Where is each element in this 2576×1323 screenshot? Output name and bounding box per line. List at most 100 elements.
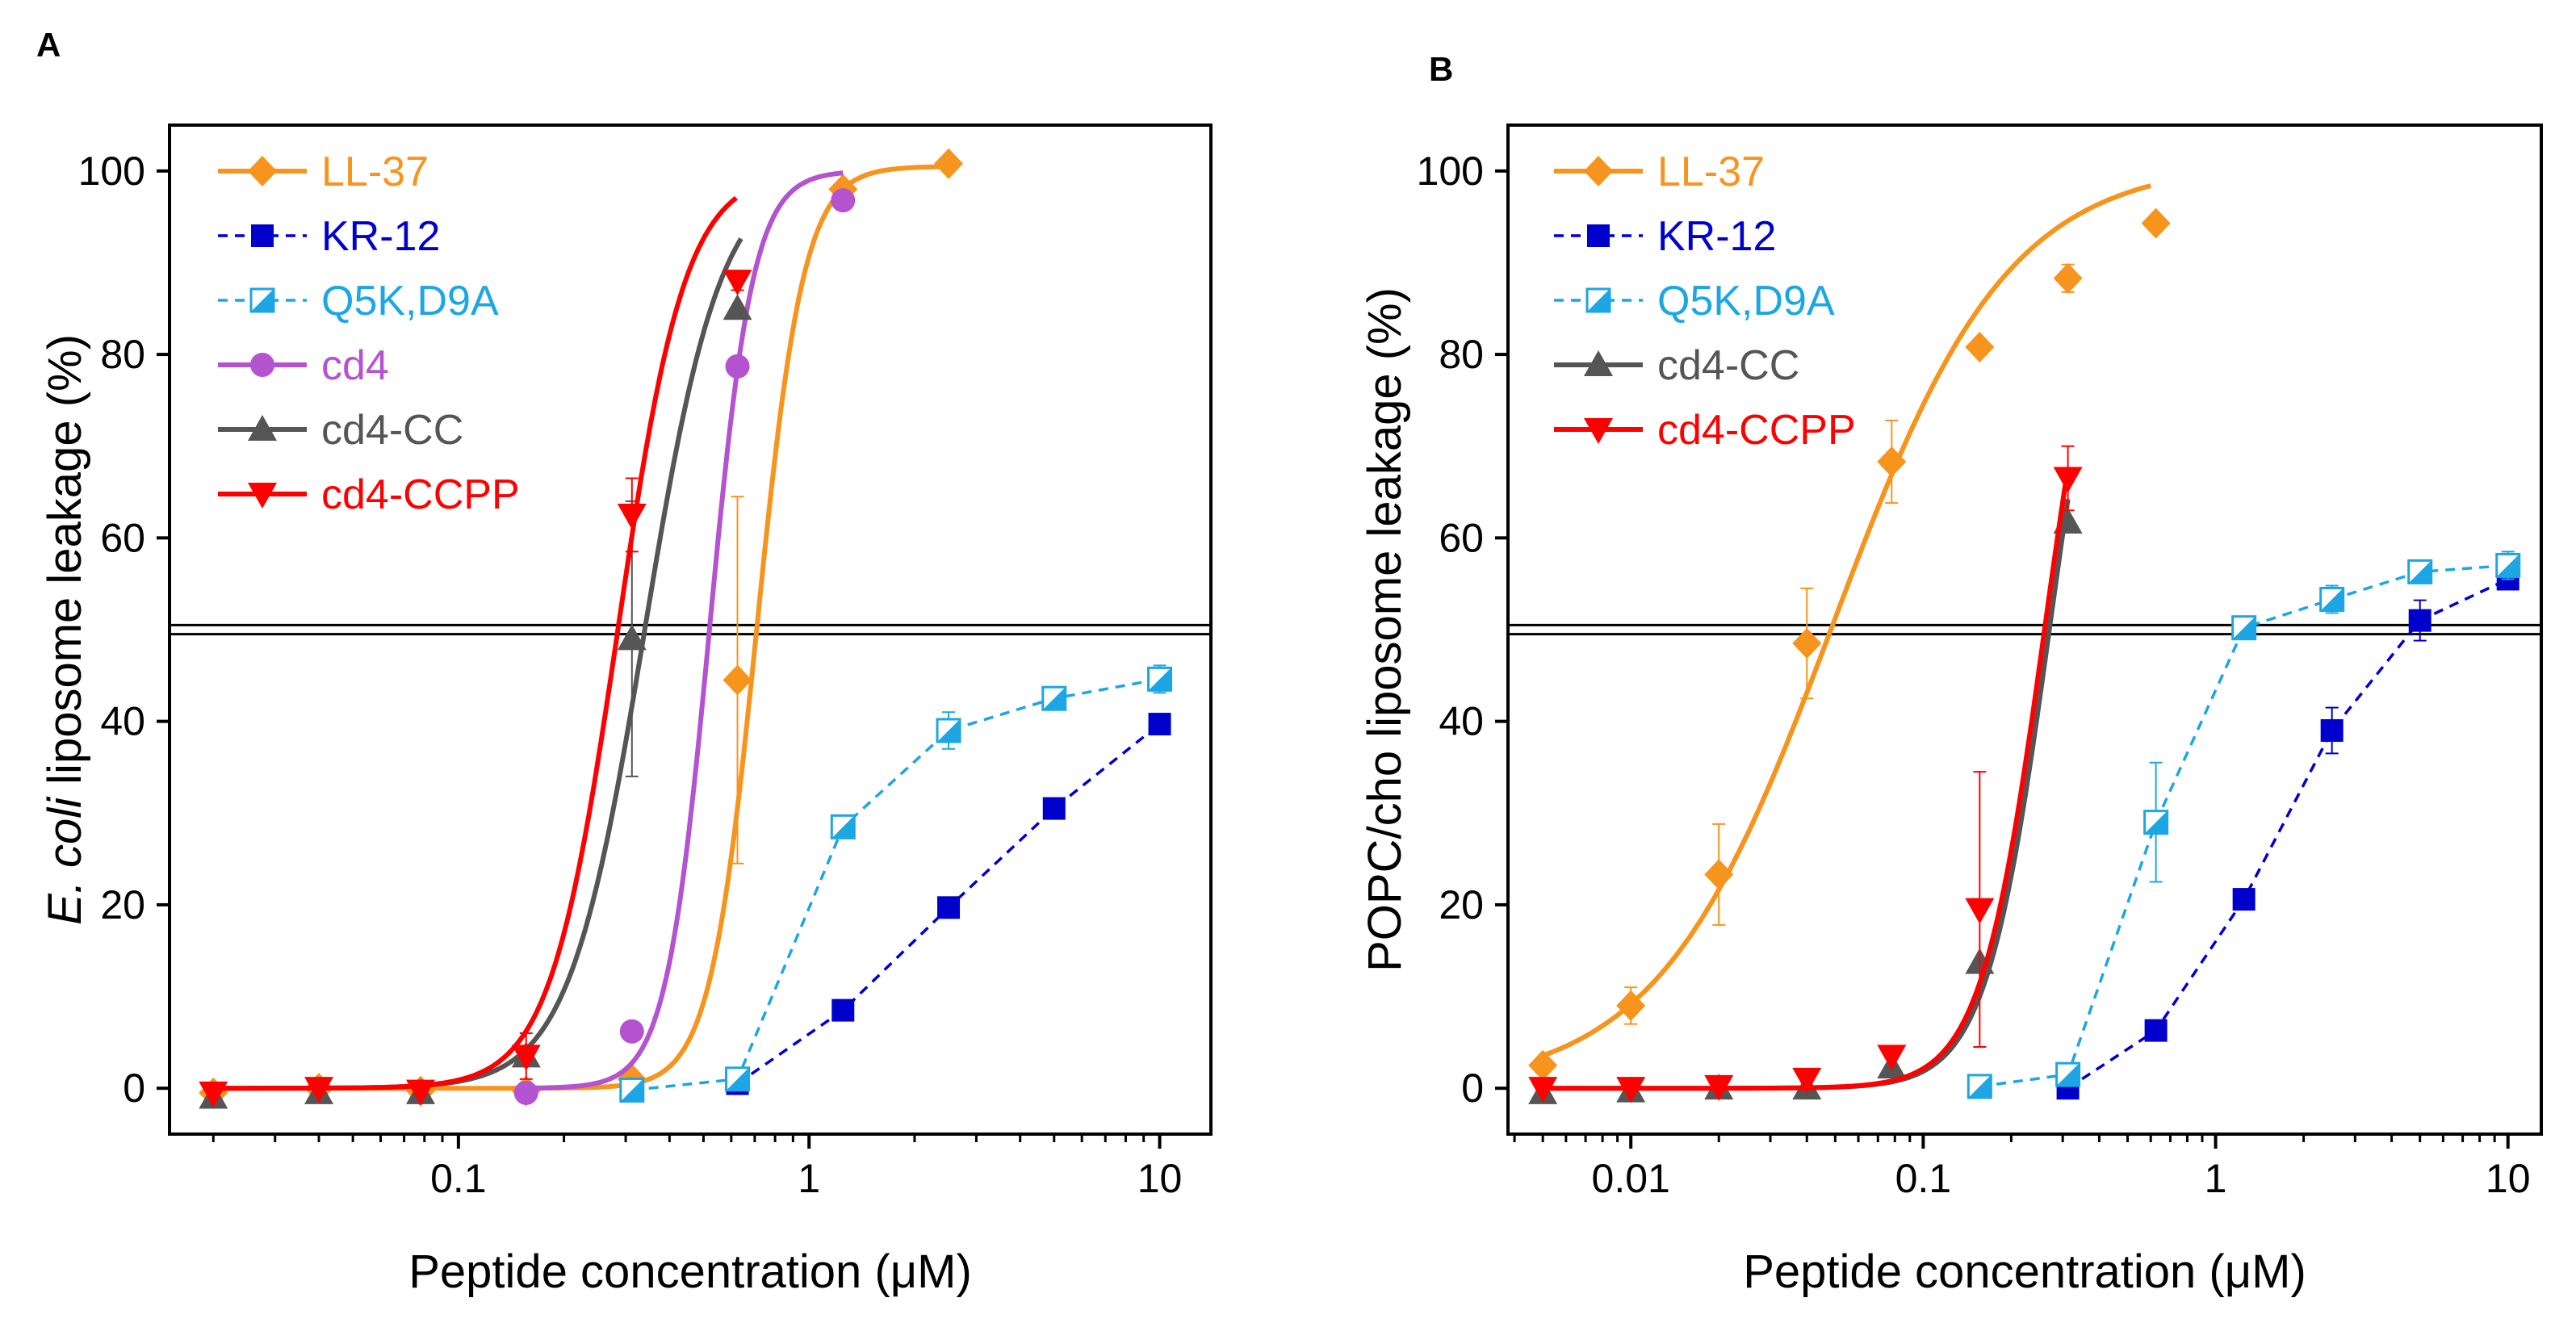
data-point xyxy=(1792,1067,1822,1094)
data-point xyxy=(831,188,856,213)
data-point xyxy=(2408,609,2431,632)
x-axis-label: Peptide concentration (μM) xyxy=(1743,1246,2306,1298)
y-tick-label: 40 xyxy=(1439,699,1484,744)
data-point-fill xyxy=(831,815,855,839)
series-cd4-ccpp xyxy=(1528,445,2083,1103)
x-tick-label: 0.01 xyxy=(1592,1156,1670,1201)
y-tick-label: 40 xyxy=(100,699,145,744)
data-point xyxy=(1792,628,1822,659)
data-point xyxy=(1965,898,1995,924)
data-point xyxy=(405,1079,435,1106)
plot-frame xyxy=(1506,124,2543,1136)
fit-curve xyxy=(1543,467,2071,1091)
legend-marker xyxy=(250,353,274,377)
y-axis-label-rest: POPC/cho liposome leakage (%) xyxy=(1359,287,1411,972)
y-tick-label: 80 xyxy=(1439,332,1484,377)
series-cd4-cc xyxy=(1528,499,2083,1104)
legend-entry: KR-12 xyxy=(1554,213,1776,260)
legend-label: cd4-CC xyxy=(321,407,463,454)
data-point xyxy=(619,1077,645,1103)
data-point xyxy=(1877,446,1907,478)
data-point xyxy=(1041,685,1067,711)
data-point xyxy=(1704,859,1734,890)
legend-label: Q5K,D9A xyxy=(321,278,499,324)
y-tick-label: 0 xyxy=(1461,1066,1484,1111)
series-q5k-d9a xyxy=(619,664,1173,1103)
data-point xyxy=(934,148,964,179)
data-point xyxy=(2143,810,2169,835)
y-tick-label: 80 xyxy=(100,332,145,377)
data-point xyxy=(937,896,961,919)
data-point xyxy=(199,1081,228,1107)
data-point xyxy=(830,814,856,839)
data-point xyxy=(831,999,855,1022)
series-q5k-d9a xyxy=(1967,551,2521,1099)
y-tick-label: 20 xyxy=(100,882,145,927)
plot-area: 0 20 40 60 80 100 0.1 1 10 LL-37 KR-12 Q5K,D9A cd4 cd… xyxy=(78,148,1211,1201)
legend-marker xyxy=(1584,418,1613,444)
data-point-fill xyxy=(2408,560,2431,584)
series-kr-12 xyxy=(2056,567,2519,1100)
legend-marker xyxy=(248,415,277,441)
x-tick-label: 1 xyxy=(798,1156,820,1201)
legend-marker xyxy=(1584,350,1613,376)
legend-entry: Q5K,D9A xyxy=(1554,278,1835,324)
data-point xyxy=(617,503,647,530)
data-point xyxy=(2053,262,2083,294)
plot-area: 0 20 40 60 80 100 0.01 0.1 1 10 LL-37 KR-12 Q5K,D9A c… xyxy=(1417,149,2541,1201)
x-tick-label: 1 xyxy=(2205,1156,2227,1201)
data-point xyxy=(936,718,961,743)
series-line xyxy=(631,677,1160,1092)
data-point xyxy=(2407,559,2433,584)
data-point xyxy=(513,1080,538,1105)
legend-entry: cd4-CC xyxy=(1554,342,1799,389)
data-point xyxy=(1616,990,1646,1021)
data-point xyxy=(1042,797,1066,820)
panel-label: A xyxy=(36,26,61,64)
y-axis-label: POPC/cho liposome leakage (%) xyxy=(1359,287,1411,972)
series-cd4-ccpp xyxy=(199,195,752,1107)
fit-curve xyxy=(526,170,844,1091)
series-ll-37 xyxy=(1528,183,2171,1081)
legend-marker xyxy=(248,156,277,186)
data-point xyxy=(619,1019,644,1044)
panel-a: A 0 20 40 60 80 100 0.1 1 10 LL-37 KR-12 Q5K,D9A cd4… xyxy=(36,26,1213,1298)
y-tick-label: 60 xyxy=(100,515,145,560)
legend-label: LL-37 xyxy=(1657,149,1765,195)
data-point xyxy=(1148,713,1171,736)
legend-marker-fill xyxy=(251,289,274,312)
y-axis-label-italic: E. coli xyxy=(39,796,91,925)
legend-entry: cd4-CCPP xyxy=(218,471,520,518)
data-point xyxy=(2055,1061,2081,1087)
data-point xyxy=(1147,666,1173,692)
x-tick-label: 10 xyxy=(2486,1156,2531,1201)
legend-marker xyxy=(251,224,274,247)
data-point xyxy=(2320,719,2344,742)
data-point xyxy=(511,1045,541,1071)
legend-entry: cd4 xyxy=(218,342,389,389)
legend-marker xyxy=(1587,224,1610,247)
legend-marker-fill xyxy=(1587,289,1610,312)
data-point xyxy=(723,664,752,696)
series-line xyxy=(1979,563,2508,1088)
data-point xyxy=(1528,1049,1558,1081)
data-point xyxy=(1967,1074,1992,1099)
data-point xyxy=(1704,1074,1734,1101)
data-point-fill xyxy=(1968,1074,1992,1098)
data-point xyxy=(2053,467,2083,493)
data-point xyxy=(1965,332,1995,362)
data-point-fill xyxy=(2496,554,2519,577)
x-tick-label: 0.1 xyxy=(1895,1156,1952,1201)
legend-entry: cd4-CCPP xyxy=(1554,407,1856,454)
y-tick-label: 100 xyxy=(78,149,145,194)
data-point-fill xyxy=(620,1078,643,1102)
legend-marker xyxy=(1584,156,1613,186)
y-tick-label: 100 xyxy=(1417,149,1484,194)
data-point xyxy=(723,294,752,320)
data-point-fill xyxy=(2320,588,2344,611)
legend-entry: LL-37 xyxy=(1554,149,1765,195)
data-point xyxy=(2231,615,2257,641)
data-point xyxy=(725,1066,751,1092)
panel-label: B xyxy=(1429,50,1453,88)
